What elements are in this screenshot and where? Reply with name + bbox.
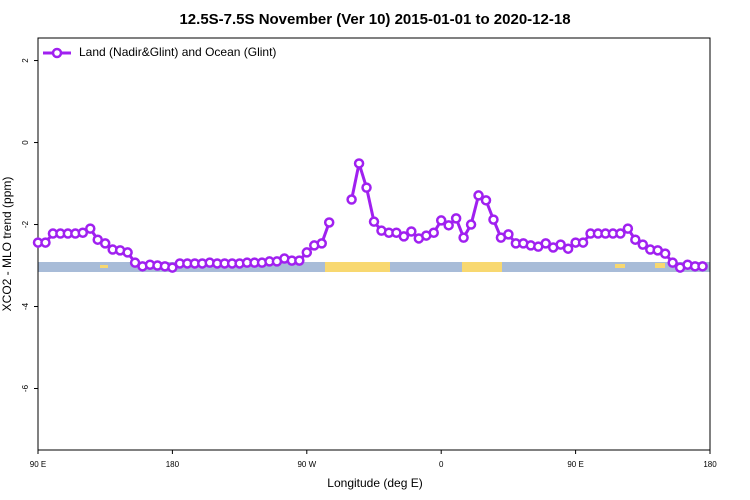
data-point: [443, 220, 454, 231]
data-point: [615, 228, 626, 239]
data-point: [301, 247, 313, 258]
land-band: [615, 264, 625, 268]
data-point: [562, 243, 574, 254]
data-point: [465, 219, 477, 230]
data-point: [697, 261, 708, 272]
x-tick-label: 180: [703, 460, 717, 469]
data-point: [503, 229, 514, 240]
y-tick-label: 2: [21, 58, 30, 63]
x-tick-label: 0: [439, 460, 444, 469]
data-point: [122, 247, 133, 258]
series-line: [38, 163, 703, 270]
data-point: [622, 223, 634, 234]
land-ocean-band: [38, 262, 710, 272]
data-point: [659, 248, 671, 259]
data-point: [428, 227, 439, 238]
data-point: [77, 227, 89, 238]
y-tick-label: -4: [21, 302, 30, 310]
data-point: [450, 213, 462, 224]
data-point: [435, 215, 447, 226]
data-point: [361, 182, 372, 193]
data-point: [473, 190, 484, 201]
data-point: [458, 232, 469, 243]
land-band: [462, 262, 502, 272]
data-point: [398, 231, 410, 242]
data-point: [637, 239, 649, 250]
land-band: [325, 262, 390, 272]
plot-frame: [37, 37, 711, 451]
data-point: [406, 226, 417, 237]
data-point: [294, 255, 305, 266]
land-band: [655, 263, 665, 268]
data-point: [630, 234, 641, 245]
data-point: [40, 237, 51, 248]
x-tick-label: 90 W: [297, 460, 316, 469]
data-point: [316, 238, 327, 249]
y-tick-label: -6: [21, 384, 30, 392]
data-point: [667, 257, 678, 268]
x-tick-label: 90 E: [567, 460, 583, 469]
x-axis-label: Longitude (deg E): [327, 476, 422, 490]
chart-title: 12.5S-7.5S November (Ver 10) 2015-01-01 …: [179, 11, 570, 28]
data-point: [555, 239, 566, 250]
data-point: [480, 195, 492, 206]
data-point: [353, 158, 365, 169]
x-tick-label: 180: [166, 460, 180, 469]
data-point: [577, 237, 589, 248]
legend-label: Land (Nadir&Glint) and Ocean (Glint): [79, 45, 276, 59]
y-tick-label: -2: [21, 220, 30, 228]
legend-marker: [51, 47, 63, 59]
x-tick-label: 90 E: [30, 460, 46, 469]
data-point: [368, 216, 380, 227]
data-point: [167, 262, 178, 273]
data-point: [346, 194, 357, 205]
data-point: [488, 214, 499, 225]
data-point: [99, 238, 111, 249]
data-point: [540, 238, 551, 249]
data-point: [85, 223, 96, 234]
y-tick-label: 0: [21, 140, 30, 145]
data-point: [323, 217, 335, 228]
land-band: [100, 265, 108, 268]
y-axis-label: XCO2 - MLO trend (ppm): [0, 177, 14, 312]
